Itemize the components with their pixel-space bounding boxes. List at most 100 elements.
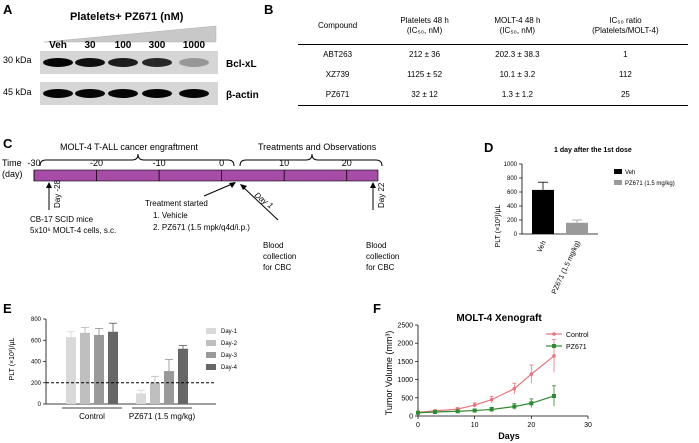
chart-f-title: MOLT-4 Xenograft <box>456 313 542 324</box>
y-tick-label: 0 <box>514 232 518 238</box>
col-molt4: MOLT-4 48 h (IC₅₀, nM) <box>494 15 541 35</box>
legend-label-veh: Veh <box>625 170 635 176</box>
y-tick-label: 0 <box>409 414 413 421</box>
blot-band <box>108 89 138 98</box>
panel-a-western-blot: Platelets+ PZ671 (nM) Veh 30 100 300 1000 30… <box>3 11 259 105</box>
blot-band <box>75 58 105 67</box>
timeline-tick-label: -30 <box>27 158 40 168</box>
mw-label-bcl: 30 kDa <box>3 55 32 65</box>
x-tick-label: 0 <box>416 422 420 429</box>
day-1-label: Day 1 <box>253 190 275 210</box>
table-row: ABT263 212 ± 36 202.3 ± 38.3 1 <box>323 50 628 59</box>
y-tick-label: 1000 <box>397 377 413 384</box>
legend-label: Day-2 <box>221 341 238 347</box>
legend-swatch-pz671 <box>614 180 622 185</box>
panel-label-b: B <box>264 2 274 17</box>
legend-label: Day-4 <box>221 365 238 371</box>
x-tick-label: Veh <box>536 240 547 254</box>
legend-swatch <box>206 352 216 358</box>
data-point <box>529 401 534 406</box>
protein-label-actin: β-actin <box>226 90 259 101</box>
bar <box>164 371 174 404</box>
bar <box>108 331 118 404</box>
table-row: XZ739 1125 ± 52 10.1 ± 3.2 112 <box>325 70 632 79</box>
legend-swatch <box>206 328 216 334</box>
blot-band <box>142 58 172 67</box>
treatment-1: 1. Vehicle <box>153 211 188 220</box>
data-point <box>552 393 556 398</box>
data-point <box>489 397 494 402</box>
blot-title: Platelets+ PZ671 (nM) <box>70 11 184 23</box>
group-label: PZ671 (1.5 mg/kg) <box>129 412 196 421</box>
data-point <box>472 403 477 407</box>
panel-label-c: C <box>3 136 13 151</box>
legend-swatch-veh <box>614 169 622 174</box>
blood-1-line3: for CBC <box>263 263 292 272</box>
bracket-treatment-label: Treatments and Observations <box>258 142 377 152</box>
lane-label: 100 <box>115 40 132 51</box>
data-point <box>529 372 534 376</box>
y-tick-label: 600 <box>31 338 42 344</box>
y-tick-label: 2000 <box>397 341 413 348</box>
data-point <box>552 354 556 358</box>
col-platelets: Platelets 48 h (IC₅₀, nM) <box>400 15 449 35</box>
lane-label: 300 <box>149 40 166 51</box>
panel-d-chart: 1 day after the 1st dose PLT (×10³)/µL 0… <box>495 147 675 295</box>
x-tick-label: 10 <box>471 422 479 429</box>
lane-label: 1000 <box>183 40 206 51</box>
bar <box>66 337 76 404</box>
lane-label: 30 <box>84 40 96 51</box>
panel-label-e: E <box>3 301 12 316</box>
day-22-label: Day 22 <box>377 182 386 208</box>
timeline-tick-label: -10 <box>153 158 166 168</box>
series-line <box>417 395 555 414</box>
panel-c-timeline: MOLT-4 T-ALL cancer engraftment Treatmen… <box>2 142 399 272</box>
chart-e-ylabel: PLT (×10³)/µL <box>9 337 16 380</box>
blood-2-line2: collection <box>366 252 399 261</box>
x-tick-label: PZ671 (1.5 mg/kg) <box>551 240 582 295</box>
chart-d-ylabel: PLT (×10³)/µL <box>495 204 502 247</box>
legend-label: Day-1 <box>221 329 238 335</box>
bracket-treatment <box>239 153 383 167</box>
x-tick-label: 20 <box>527 422 535 429</box>
y-tick-label: 800 <box>507 176 518 182</box>
lane-label: Veh <box>49 40 67 51</box>
bar <box>80 332 90 404</box>
blood-1-line1: Blood <box>263 241 283 250</box>
blood-2-line1: Blood <box>366 241 386 250</box>
blood-1-line2: collection <box>263 252 296 261</box>
data-point <box>512 404 517 409</box>
data-point <box>416 410 420 415</box>
y-tick-label: 400 <box>31 360 42 366</box>
y-tick-label: 200 <box>507 218 518 224</box>
data-point <box>455 409 460 414</box>
panel-label-a: A <box>3 2 13 17</box>
y-tick-label: 2500 <box>397 323 413 330</box>
timeline-bar <box>33 169 379 182</box>
bracket-engraftment-label: MOLT-4 T-ALL cancer engraftment <box>60 142 198 152</box>
legend-marker <box>552 344 556 348</box>
timeline-tick-label: 10 <box>279 158 289 168</box>
col-compound: Compound <box>318 20 358 30</box>
bar <box>566 222 588 234</box>
data-point <box>433 409 437 414</box>
y-tick-label: 200 <box>31 381 42 387</box>
blot-band <box>43 89 73 98</box>
timeline-tick-label: 0 <box>219 158 224 168</box>
legend-swatch <box>206 364 216 370</box>
y-tick-label: 1500 <box>397 359 413 366</box>
treatment-2: 2. PZ671 (1.5 mpk/q4d/i.p.) <box>153 223 250 232</box>
panel-label-f: F <box>373 301 381 316</box>
y-tick-label: 800 <box>31 317 42 323</box>
data-point <box>512 386 517 391</box>
bar <box>94 334 104 404</box>
blot-band <box>108 58 138 67</box>
bar <box>532 189 554 234</box>
blot-band <box>43 58 73 67</box>
concentration-wedge <box>43 25 217 43</box>
chart-f-xlabel: Days <box>498 431 520 441</box>
panel-f-chart: MOLT-4 Xenograft Tumor Volume (mm³) Days… <box>384 313 592 441</box>
x-tick-label: 30 <box>584 422 592 429</box>
blot-band <box>179 89 209 98</box>
bar <box>150 382 160 404</box>
